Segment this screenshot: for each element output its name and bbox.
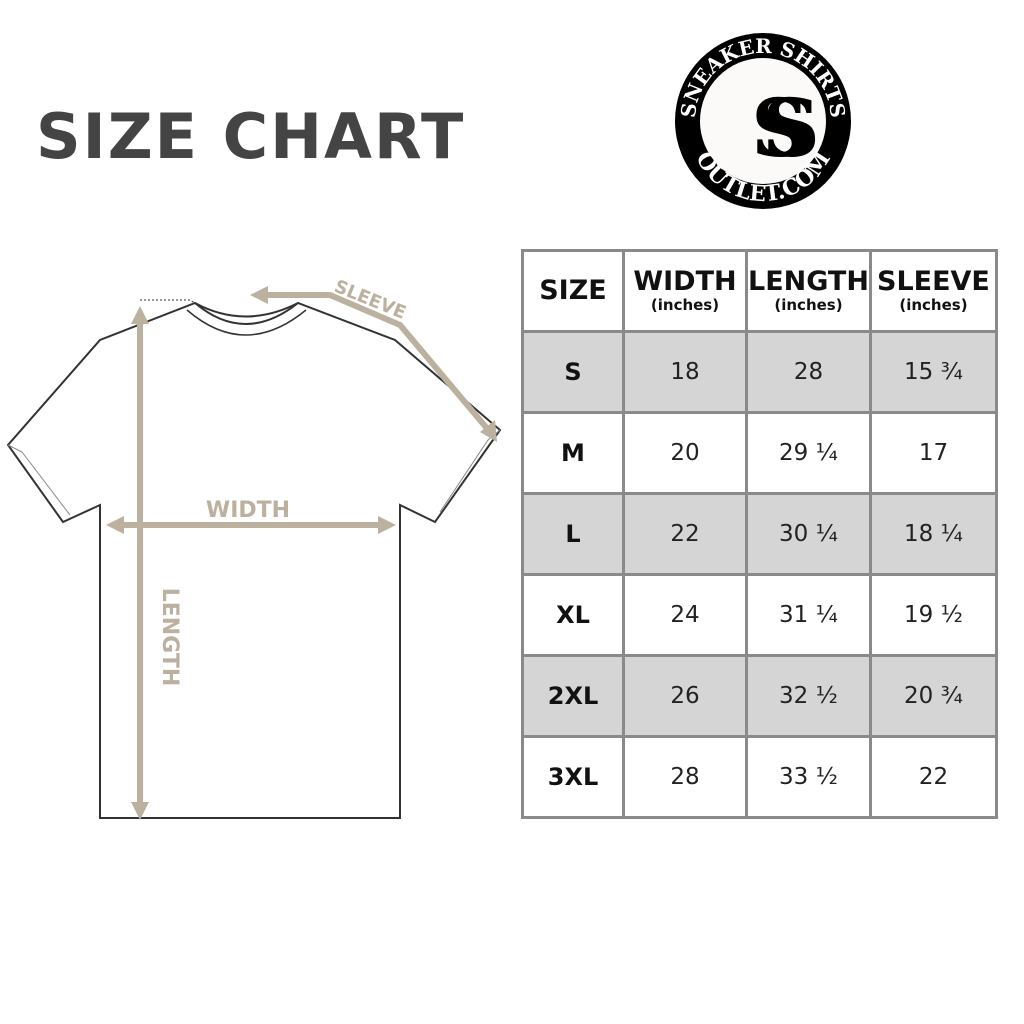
cell-width: 22 <box>622 492 748 576</box>
cell-size: 2XL <box>521 654 625 738</box>
cell-sleeve: 17 <box>868 411 998 495</box>
table-row: XL 24 31 ¼ 19 ½ <box>521 573 998 657</box>
cell-length: 33 ½ <box>745 735 872 819</box>
table-header-row: SIZE WIDTH (inches) LENGTH (inches) SLEEVE… <box>521 249 998 333</box>
cell-sleeve: 18 ¼ <box>868 492 998 576</box>
cell-length: 30 ¼ <box>745 492 872 576</box>
cell-length: 28 <box>745 330 872 414</box>
cell-size: S <box>521 330 625 414</box>
header-sleeve: SLEEVE (inches) <box>868 249 998 333</box>
cell-length: 32 ½ <box>745 654 872 738</box>
table-row: L 22 30 ¼ 18 ¼ <box>521 492 998 576</box>
cell-width: 24 <box>622 573 748 657</box>
cell-length: 29 ¼ <box>745 411 872 495</box>
page-title: SIZE CHART <box>36 100 466 173</box>
header-length: LENGTH (inches) <box>745 249 872 333</box>
tshirt-outline <box>6 301 502 819</box>
table-row: 2XL 26 32 ½ 20 ¾ <box>521 654 998 738</box>
width-label: WIDTH <box>206 498 290 523</box>
cell-width: 20 <box>622 411 748 495</box>
cell-sleeve: 19 ½ <box>868 573 998 657</box>
table-row: S 18 28 15 ¾ <box>521 330 998 414</box>
cell-sleeve: 15 ¾ <box>868 330 998 414</box>
cell-width: 26 <box>622 654 748 738</box>
size-table: SIZE WIDTH (inches) LENGTH (inches) SLEEVE… <box>521 249 998 819</box>
cell-size: XL <box>521 573 625 657</box>
tshirt-diagram: WIDTH LENGTH SLEEVE <box>6 276 502 820</box>
sleeve-label: SLEEVE <box>331 276 409 324</box>
cell-sleeve: 20 ¾ <box>868 654 998 738</box>
header-width: WIDTH (inches) <box>622 249 748 333</box>
cell-length: 31 ¼ <box>745 573 872 657</box>
header-size: SIZE <box>521 249 625 333</box>
cell-size: L <box>521 492 625 576</box>
table-row: 3XL 28 33 ½ 22 <box>521 735 998 819</box>
cell-size: M <box>521 411 625 495</box>
cell-width: 18 <box>622 330 748 414</box>
cell-size: 3XL <box>521 735 625 819</box>
length-label: LENGTH <box>157 588 182 687</box>
cell-width: 28 <box>622 735 748 819</box>
table-row: M 20 29 ¼ 17 <box>521 411 998 495</box>
brand-logo: SNEAKER SHIRTS OUTLET.COM SS <box>675 33 860 209</box>
cell-sleeve: 22 <box>868 735 998 819</box>
